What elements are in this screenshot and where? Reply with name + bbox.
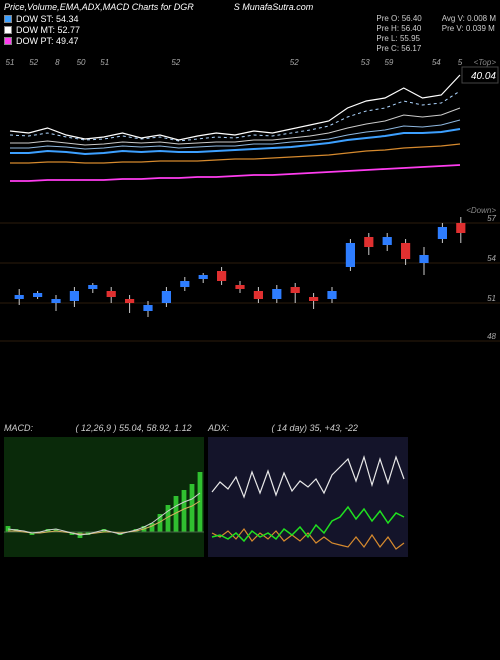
macd-chart [4,437,204,557]
macd-params: ( 12,26,9 ) 55.04, 58.92, 1.12 [76,423,192,433]
pre-o: Pre O: 56.40 [376,14,421,23]
pre-values: Pre O: 56.40 Pre H: 56.40 Pre L: 55.95 P… [376,14,496,53]
svg-text:51: 51 [6,58,15,67]
avg-v: Avg V: 0.008 M [442,14,496,23]
swatch-mt [4,26,12,34]
ema-chart: 51 52 8 50 51 52 52 53 59 54 5 <Top> 40.04 [0,53,500,203]
svg-text:5: 5 [458,58,463,67]
legend-st-label: DOW ST: 54.34 [16,14,79,24]
candlestick-chart: 57 54 51 48 <Down> [0,203,500,343]
pre-l: Pre L: 55.95 [376,34,421,43]
svg-text:59: 59 [384,58,393,67]
chart-source: S MunafaSutra.com [234,2,314,12]
adx-label: ADX: [208,423,229,433]
svg-text:<Down>: <Down> [466,206,496,215]
chart-title: Price,Volume,EMA,ADX,MACD Charts for DGR [4,2,194,12]
pre-c: Pre C: 56.17 [376,44,421,53]
legend: DOW ST: 54.34 DOW MT: 52.77 DOW PT: 49.4… [4,14,80,53]
macd-label: MACD: [4,423,33,433]
svg-text:40.04: 40.04 [471,71,496,82]
svg-text:8: 8 [55,58,60,67]
pre-h: Pre H: 56.40 [376,24,421,33]
svg-text:52: 52 [290,58,299,67]
svg-text:<Top>: <Top> [474,58,497,67]
svg-text:54: 54 [487,254,496,263]
swatch-pt [4,37,12,45]
macd-panel: MACD: ( 12,26,9 ) 55.04, 58.92, 1.12 [4,437,204,557]
svg-text:53: 53 [361,58,370,67]
adx-params: ( 14 day) 35, +43, -22 [272,423,358,433]
svg-text:52: 52 [29,58,38,67]
legend-mt-label: DOW MT: 52.77 [16,25,80,35]
svg-text:51: 51 [100,58,109,67]
svg-text:57: 57 [487,214,496,223]
svg-text:48: 48 [487,332,496,341]
adx-chart [208,437,408,557]
svg-text:54: 54 [432,58,441,67]
legend-dow-pt: DOW PT: 49.47 [4,36,80,46]
legend-pt-label: DOW PT: 49.47 [16,36,79,46]
svg-text:52: 52 [171,58,180,67]
legend-dow-mt: DOW MT: 52.77 [4,25,80,35]
legend-dow-st: DOW ST: 54.34 [4,14,80,24]
pre-v: Pre V: 0.039 M [442,24,496,33]
svg-text:50: 50 [77,58,86,67]
swatch-st [4,15,12,23]
svg-text:51: 51 [487,294,496,303]
adx-panel: ADX: ( 14 day) 35, +43, -22 [208,437,408,557]
